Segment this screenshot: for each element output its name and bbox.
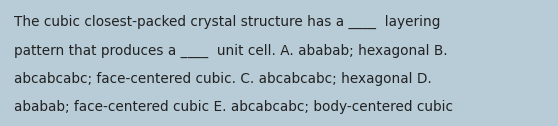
Text: ababab; face-centered cubic E. abcabcabc; body-centered cubic: ababab; face-centered cubic E. abcabcabc… [14,100,453,114]
Text: pattern that produces a ____  unit cell. A. ababab; hexagonal B.: pattern that produces a ____ unit cell. … [14,43,448,58]
Text: The cubic closest-packed crystal structure has a ____  layering: The cubic closest-packed crystal structu… [14,15,440,29]
Text: abcabcabc; face-centered cubic. C. abcabcabc; hexagonal D.: abcabcabc; face-centered cubic. C. abcab… [14,72,432,86]
